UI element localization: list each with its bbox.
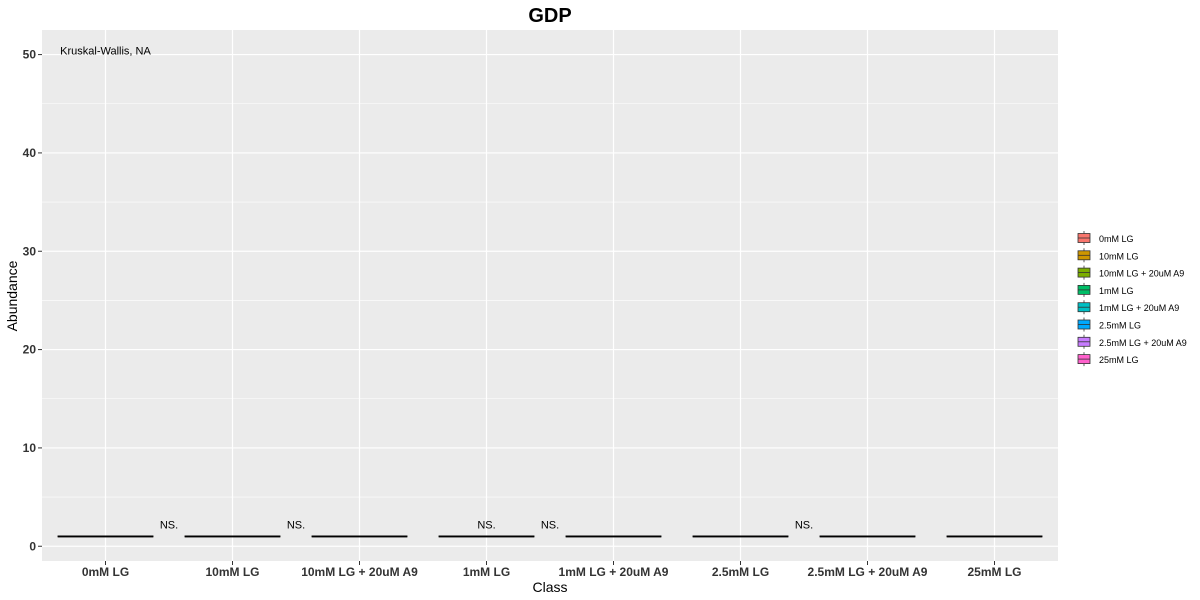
plot-panel (42, 30, 1058, 561)
x-tick-label: 10mM LG + 20uM A9 (301, 565, 418, 579)
legend: 0mM LG 10mM LG 10mM LG + 20uM A9 1mM LG 1mM … (1077, 231, 1187, 367)
annotation: NS. (795, 520, 813, 532)
annotations: Kruskal-Wallis, NA NS. NS. NS. NS. NS. (60, 46, 813, 532)
x-axis: 0mM LG 10mM LG 10mM LG + 20uM A9 1mM LG 1mM … (82, 561, 1022, 579)
x-tick-label: 2.5mM LG (712, 565, 769, 579)
x-tick-label: 1mM LG + 20uM A9 (559, 565, 669, 579)
legend-label: 2.5mM LG (1099, 321, 1141, 331)
annotation: NS. (541, 520, 559, 532)
y-tick-label: 0 (29, 539, 36, 553)
x-tick-label: 1mM LG (463, 565, 510, 579)
y-tick-label: 30 (23, 244, 37, 258)
x-tick-label: 0mM LG (82, 565, 129, 579)
y-tick-label: 20 (23, 343, 37, 357)
x-tick-label: 10mM LG (205, 565, 259, 579)
x-axis-title: Class (532, 579, 567, 595)
chart-title: GDP (528, 5, 571, 27)
legend-label: 10mM LG (1099, 251, 1139, 261)
y-axis-title: Abundance (4, 260, 20, 331)
y-tick-label: 50 (23, 48, 37, 62)
legend-label: 1mM LG (1099, 286, 1134, 296)
legend-label: 10mM LG + 20uM A9 (1099, 269, 1184, 279)
y-tick-label: 10 (23, 441, 37, 455)
x-tick-label: 25mM LG (967, 565, 1021, 579)
y-axis: 0 10 20 30 40 50 (23, 48, 42, 553)
y-tick-label: 40 (23, 146, 37, 160)
annotation: NS. (287, 520, 305, 532)
grid-minor (42, 103, 1058, 498)
x-tick-label: 2.5mM LG + 20uM A9 (808, 565, 928, 579)
boxes (57, 535, 1043, 538)
grid-major (42, 30, 1058, 561)
annotation: NS. (160, 520, 178, 532)
legend-label: 1mM LG + 20uM A9 (1099, 303, 1179, 313)
legend-label: 25mM LG (1099, 355, 1139, 365)
annotation: Kruskal-Wallis, NA (60, 46, 151, 58)
annotation: NS. (477, 520, 495, 532)
legend-label: 0mM LG (1099, 234, 1134, 244)
legend-label: 2.5mM LG + 20uM A9 (1099, 338, 1187, 348)
